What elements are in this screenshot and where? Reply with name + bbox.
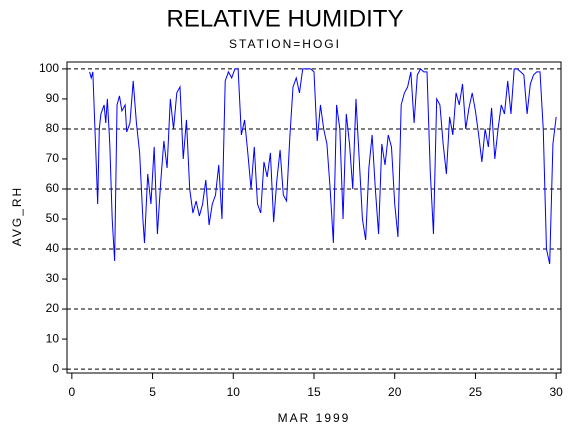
x-tick-label: 15 — [307, 385, 321, 399]
x-tick-label: 5 — [149, 385, 156, 399]
y-tick-label: 20 — [46, 301, 60, 315]
x-tick-label: 25 — [469, 385, 483, 399]
data-line — [89, 68, 557, 265]
y-tick-label: 90 — [46, 91, 60, 105]
x-tick-label: 20 — [388, 385, 402, 399]
x-tick-label: 30 — [549, 385, 563, 399]
y-tick-label: 10 — [46, 331, 60, 345]
chart-subtitle: STATION=HOGI — [229, 37, 341, 51]
plot-frame — [66, 61, 562, 374]
chart-title: RELATIVE HUMIDITY — [167, 5, 404, 32]
x-tick-label: 0 — [68, 385, 75, 399]
y-axis-label: AVG_RH — [10, 186, 24, 246]
y-tick-label: 0 — [52, 361, 59, 375]
y-tick-label: 80 — [46, 121, 60, 135]
y-tick-label: 70 — [46, 151, 60, 165]
y-tick-label: 30 — [46, 271, 60, 285]
x-tick-label: 10 — [227, 385, 241, 399]
y-tick-label: 50 — [46, 211, 60, 225]
y-tick-label: 100 — [39, 61, 59, 75]
y-tick-label: 60 — [46, 181, 60, 195]
x-axis-label: MAR 1999 — [278, 411, 351, 425]
y-tick-label: 40 — [46, 241, 60, 255]
